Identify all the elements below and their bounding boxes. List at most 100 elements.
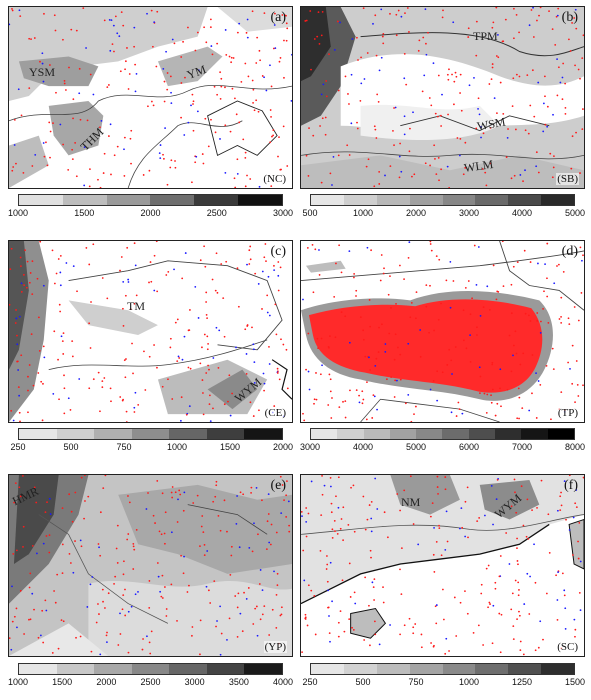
station-dot <box>98 613 100 615</box>
station-dot <box>14 482 17 485</box>
station-dot <box>399 353 402 356</box>
station-dot <box>446 364 449 366</box>
station-dot <box>461 412 464 415</box>
station-dot <box>434 112 437 115</box>
station-dots <box>9 7 292 188</box>
map-panel-yp: (e) (YP) HMR <box>8 474 293 657</box>
station-dot <box>237 592 240 595</box>
station-dot <box>464 590 466 593</box>
station-dot <box>99 511 102 514</box>
colorbar-ticks: 1000 1500 2000 2500 3000 <box>8 208 293 222</box>
station-dot <box>477 107 479 110</box>
station-dot <box>34 153 37 156</box>
station-dot <box>273 264 275 267</box>
station-dot <box>197 317 200 319</box>
station-dot <box>191 93 194 96</box>
station-dot <box>522 524 525 527</box>
station-dot <box>212 357 215 359</box>
colorbar-yp: 1000 1500 2000 2500 3000 3500 4000 <box>8 663 293 693</box>
station-dot <box>207 589 210 592</box>
station-dot <box>516 417 519 420</box>
station-dot <box>15 317 18 320</box>
station-dot <box>560 296 563 299</box>
station-dot <box>530 9 533 11</box>
colorbar-swatch <box>475 195 509 205</box>
station-dot <box>367 158 370 161</box>
station-dot <box>41 52 44 55</box>
station-dot <box>523 249 526 252</box>
station-dot <box>330 502 333 505</box>
station-dot <box>68 493 71 496</box>
station-dot <box>238 121 241 124</box>
station-dot <box>373 125 376 128</box>
colorbar-swatches <box>310 663 575 675</box>
station-dot <box>522 352 525 355</box>
station-dot <box>164 127 166 130</box>
station-dot <box>244 62 247 65</box>
station-dot <box>148 281 150 284</box>
station-dot <box>512 625 515 628</box>
colorbar-swatch <box>244 664 283 674</box>
station-dot <box>223 335 226 338</box>
station-dot <box>347 93 349 95</box>
station-dot <box>191 634 193 637</box>
station-dot <box>117 644 120 646</box>
station-dot <box>340 518 343 520</box>
station-dot <box>532 36 535 38</box>
colorbar-tick-label: 1000 <box>458 677 480 687</box>
station-dot <box>513 344 515 347</box>
station-dot <box>215 484 218 487</box>
station-dot <box>199 362 202 365</box>
station-dot <box>200 525 203 528</box>
station-dot <box>350 122 353 125</box>
station-dot <box>128 73 131 75</box>
station-dot <box>324 133 327 136</box>
station-dot <box>231 87 234 90</box>
station-dot <box>273 570 275 573</box>
station-dot <box>336 532 339 535</box>
station-dot <box>76 290 78 293</box>
station-dot <box>48 551 51 554</box>
station-dot <box>12 419 15 422</box>
station-dot <box>364 355 367 358</box>
station-dot <box>526 572 529 575</box>
station-dot <box>268 314 271 317</box>
station-dot <box>339 21 341 24</box>
station-dot <box>574 64 576 67</box>
station-dot <box>528 613 531 615</box>
station-dot <box>53 590 55 592</box>
station-dot <box>403 133 406 136</box>
colorbar-tick-label: 6000 <box>458 442 480 452</box>
station-dot <box>477 624 480 627</box>
station-dot <box>123 359 126 362</box>
station-dot <box>265 548 268 550</box>
station-dot <box>329 485 332 488</box>
station-dot <box>429 164 431 167</box>
station-dot <box>436 486 439 488</box>
station-dot <box>43 12 45 15</box>
station-dot <box>315 398 318 401</box>
station-dot <box>571 135 574 138</box>
station-dot <box>61 572 64 575</box>
station-dot <box>37 372 40 374</box>
station-dot <box>395 303 397 305</box>
station-dot <box>559 509 562 512</box>
station-dot <box>99 186 102 188</box>
station-dot <box>528 24 531 27</box>
station-dot <box>368 356 370 359</box>
station-dot <box>174 166 177 169</box>
station-dot <box>368 604 370 607</box>
station-dot <box>124 376 127 379</box>
station-dot <box>331 397 333 399</box>
station-dot <box>531 392 533 395</box>
station-dot <box>514 579 517 582</box>
station-dot <box>581 259 583 262</box>
colorbar-swatch <box>106 195 151 205</box>
station-dot <box>120 256 123 258</box>
station-dot <box>425 53 428 56</box>
station-dot <box>486 285 489 288</box>
station-dot <box>253 109 256 112</box>
station-dot <box>385 378 388 381</box>
station-dot <box>436 115 439 118</box>
station-dot <box>135 529 138 531</box>
